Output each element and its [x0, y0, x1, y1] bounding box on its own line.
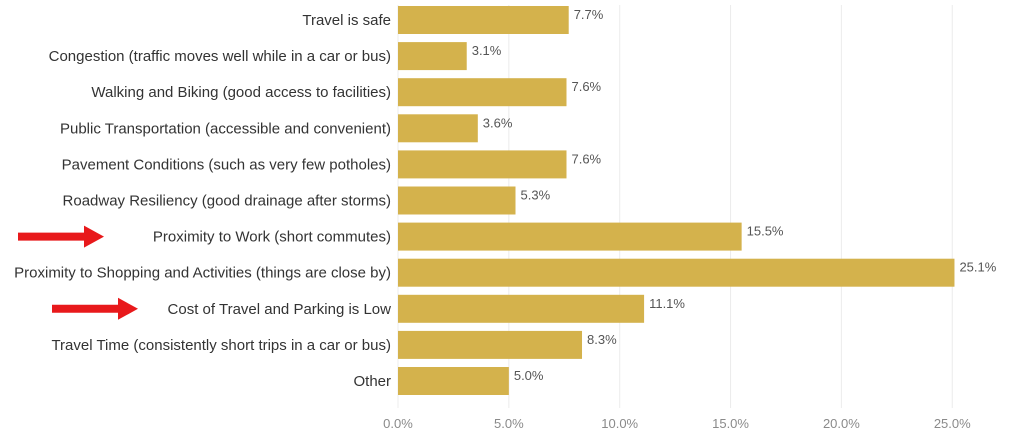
x-tick-label: 25.0%: [934, 416, 971, 431]
bar: [398, 330, 583, 359]
bar: [398, 150, 567, 179]
x-tick-label: 15.0%: [712, 416, 749, 431]
data-label: 3.6%: [483, 115, 513, 130]
highlight-arrows: [18, 225, 138, 320]
data-label: 7.7%: [574, 7, 604, 22]
data-label: 15.5%: [747, 224, 784, 239]
data-label: 7.6%: [571, 79, 601, 94]
category-label: Congestion (traffic moves well while in …: [49, 48, 391, 65]
x-axis-tick-labels: 0.0% 5.0% 10.0% 15.0% 20.0% 25.0%: [383, 416, 971, 431]
bar: [398, 114, 478, 143]
category-label: Cost of Travel and Parking is Low: [168, 301, 392, 318]
bar: [398, 258, 955, 287]
data-label: 8.3%: [587, 332, 617, 347]
category-label: Roadway Resiliency (good drainage after …: [63, 193, 391, 210]
bar: [398, 6, 569, 34]
category-label: Pavement Conditions (such as very few po…: [62, 156, 391, 173]
category-label: Proximity to Shopping and Activities (th…: [14, 265, 391, 282]
data-label: 11.1%: [649, 296, 685, 311]
data-label: 5.0%: [514, 368, 544, 383]
category-label: Walking and Biking (good access to facil…: [91, 84, 391, 101]
data-label: 5.3%: [521, 188, 551, 203]
x-tick-label: 0.0%: [383, 416, 413, 431]
bar: [398, 186, 516, 215]
bar: [398, 42, 467, 71]
red-arrow-icon: [18, 225, 104, 248]
category-label: Travel is safe: [302, 12, 391, 29]
category-label: Public Transportation (accessible and co…: [60, 120, 391, 137]
x-tick-label: 10.0%: [601, 416, 638, 431]
category-label: Travel Time (consistently short trips in…: [51, 337, 391, 354]
bar: [398, 78, 567, 107]
category-labels: Travel is safe Congestion (traffic moves …: [14, 12, 391, 390]
data-label: 3.1%: [472, 43, 502, 58]
data-label: 25.1%: [959, 260, 996, 275]
data-label: 7.6%: [571, 151, 601, 166]
bars-group: [398, 6, 955, 395]
x-tick-label: 20.0%: [823, 416, 860, 431]
bar: [398, 222, 742, 251]
bar: [398, 367, 509, 395]
x-tick-label: 5.0%: [494, 416, 524, 431]
bar: [398, 294, 645, 323]
category-label: Other: [353, 373, 391, 390]
red-arrow-icon: [52, 297, 138, 320]
value-labels: 7.7% 3.1% 7.6% 3.6% 7.6% 5.3% 15.5% 25.1% 11.1% 8…: [472, 7, 997, 383]
category-label: Proximity to Work (short commutes): [153, 229, 391, 246]
